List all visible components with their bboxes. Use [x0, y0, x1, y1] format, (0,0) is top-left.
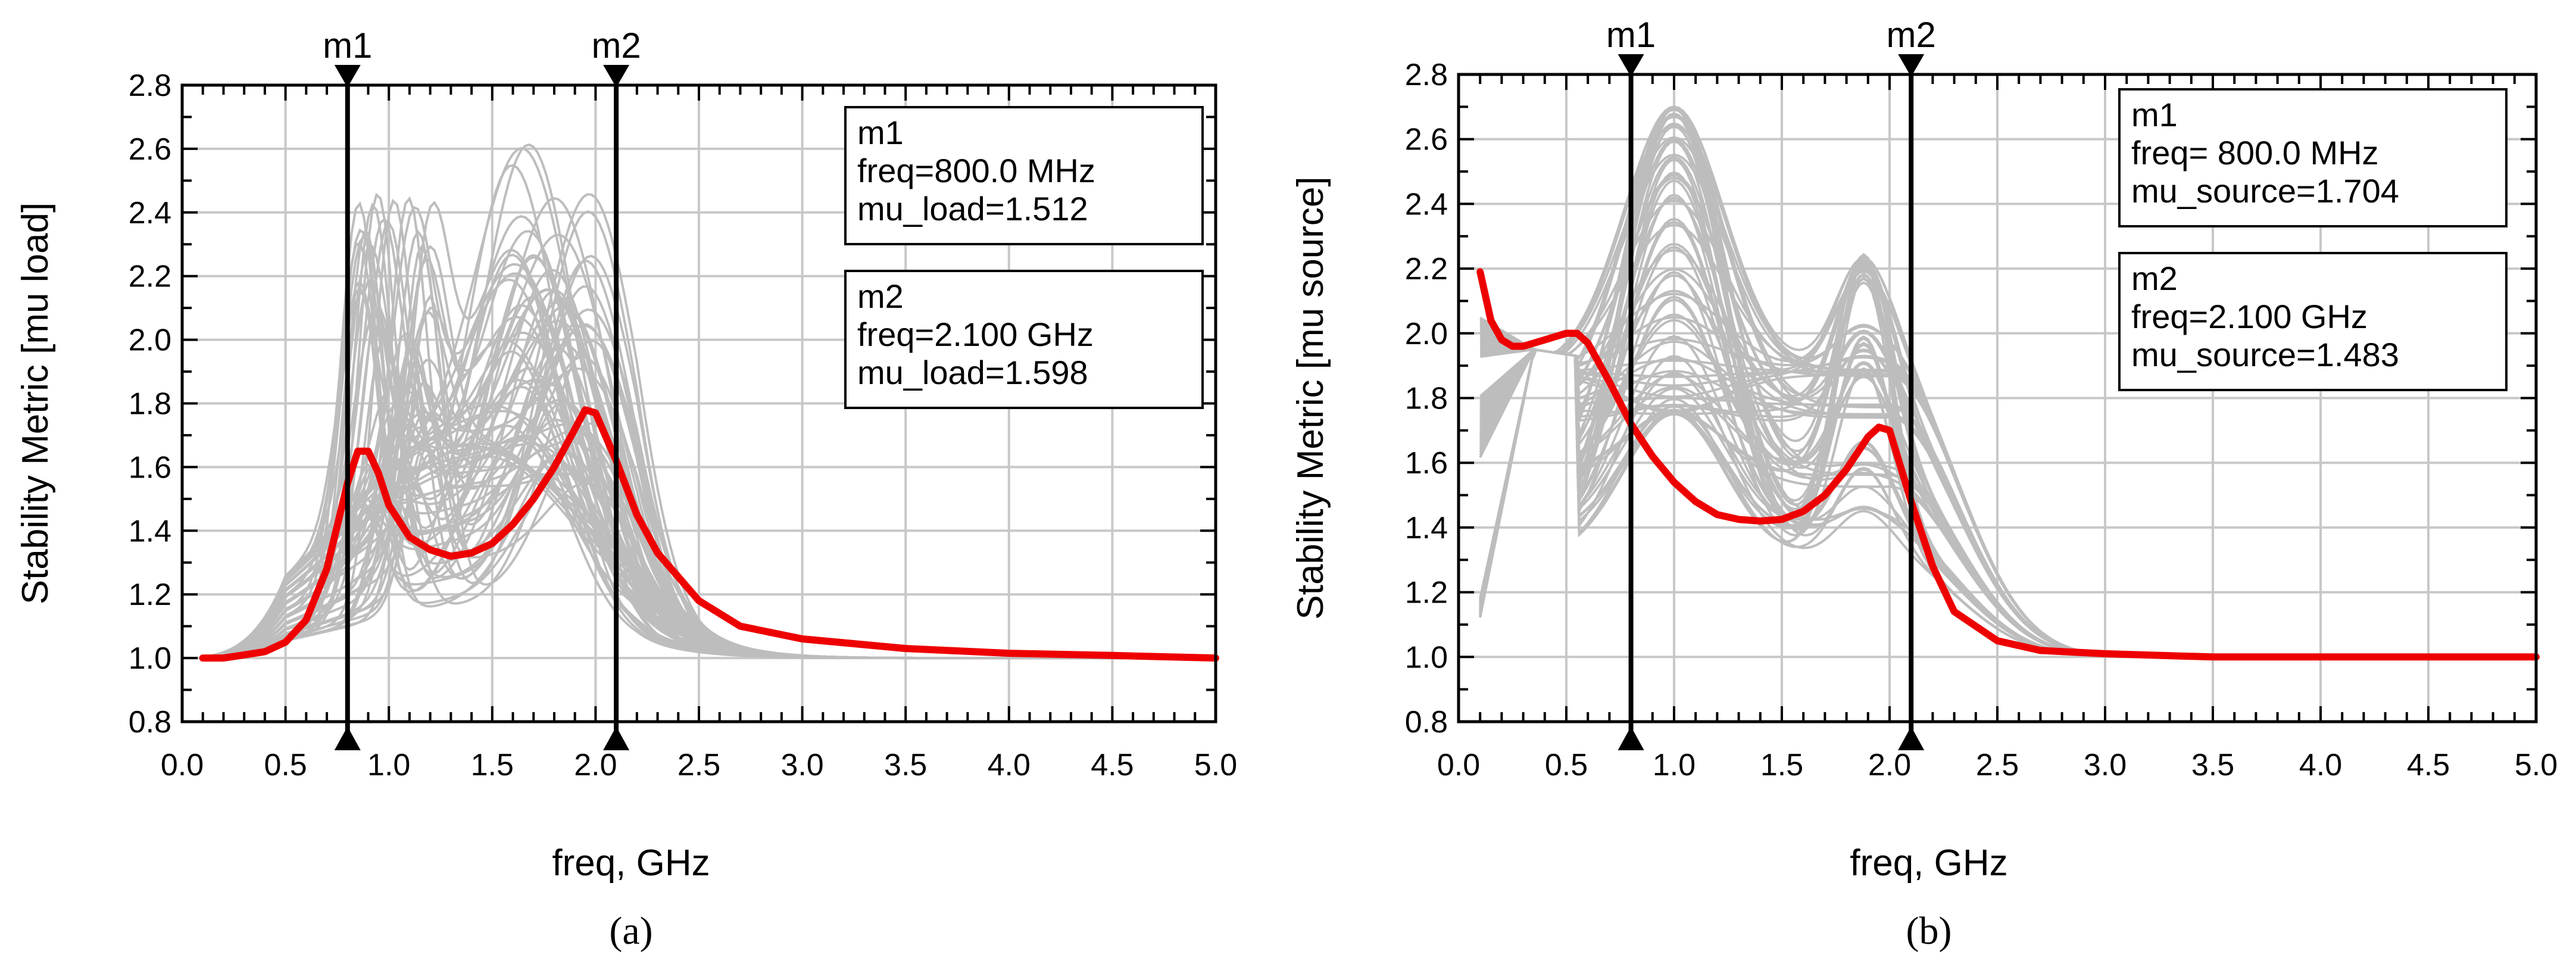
chart-panel-a: 0.0 0.5 1.0 1.5 2.0 2.5 3.0 3.5 4.0 4.5 5.0 0.8 1.0 1…	[15, 26, 1237, 953]
x-axis-title: freq, GHz	[552, 843, 710, 884]
y-tick-label: 0.8	[129, 705, 171, 740]
nominal-series-line	[199, 406, 1219, 662]
y-tick-label: 1.4	[1405, 511, 1448, 545]
y-tick-label: 1.2	[1405, 576, 1448, 610]
x-tick-label: 4.5	[1091, 748, 1134, 782]
y-tick-label: 2.4	[1405, 187, 1448, 222]
y-tick-label: 1.2	[129, 578, 171, 612]
x-tick-label: 2.5	[1976, 748, 2019, 782]
x-tick-label: 1.0	[1653, 748, 1696, 782]
marker-name: m1	[1606, 15, 1656, 55]
marker-readout-line: mu_source=1.704	[2131, 172, 2399, 210]
marker-readout-line: m1	[2131, 96, 2178, 133]
monte-carlo-curve	[202, 410, 1216, 660]
marker-name: m2	[591, 26, 641, 65]
marker-triangle-down-icon	[603, 65, 630, 88]
marker-readout-line: freq= 800.0 MHz	[2131, 134, 2379, 171]
marker-name: m1	[323, 26, 372, 65]
monte-carlo-curve	[202, 411, 1216, 660]
x-tick-label: 1.5	[1760, 748, 1803, 782]
y-tick-label: 1.8	[129, 387, 171, 422]
y-tick-label: 2.8	[1405, 58, 1448, 92]
marker-readout-line: mu_load=1.512	[857, 190, 1088, 227]
marker-triangle-up-icon	[1618, 726, 1644, 750]
y-tick-label: 1.0	[1405, 640, 1448, 675]
x-tick-label: 0.5	[264, 748, 307, 782]
x-tick-label: 2.0	[574, 748, 617, 782]
monte-carlo-curves	[202, 143, 1216, 660]
marker-readout-line: mu_load=1.598	[857, 354, 1088, 391]
x-tick-label: 0.5	[1545, 748, 1588, 782]
marker-readout-line: freq=800.0 MHz	[857, 152, 1095, 189]
nominal-series-line	[1476, 268, 2540, 661]
y-tick-label: 2.2	[129, 260, 171, 294]
x-tick-label: 5.0	[1194, 748, 1237, 782]
marker-readout-box	[2118, 252, 2508, 391]
marker-triangle-down-icon	[334, 65, 361, 88]
y-tick-label: 1.0	[129, 641, 171, 676]
x-tick-label: 4.0	[988, 748, 1031, 782]
monte-carlo-curve	[1479, 348, 2536, 659]
plot-frame	[1457, 73, 2538, 723]
x-tick-label: 4.0	[2299, 748, 2342, 782]
y-tick-label: 2.8	[129, 68, 171, 103]
marker-readout-box	[844, 106, 1204, 245]
x-tick-label: 3.0	[2084, 748, 2127, 782]
x-axis-title: freq, GHz	[1850, 843, 2007, 884]
x-tick-label: 5.0	[2515, 748, 2558, 782]
y-tick-label: 1.8	[1405, 382, 1448, 416]
marker-triangle-up-icon	[334, 726, 361, 750]
y-tick-label: 1.4	[129, 514, 171, 548]
marker-name: m2	[1887, 15, 1936, 55]
x-tick-label: 3.0	[780, 748, 823, 782]
x-tick-label: 0.0	[161, 748, 204, 782]
marker-readout-line: mu_source=1.483	[2131, 336, 2399, 373]
marker-triangle-up-icon	[603, 726, 630, 750]
x-tick-label: 2.0	[1868, 748, 1911, 782]
y-tick-label: 2.6	[129, 132, 171, 167]
marker-triangle-down-icon	[1618, 54, 1644, 77]
marker-readout-line: m2	[2131, 260, 2178, 297]
y-tick-label: 2.0	[1405, 317, 1448, 351]
x-tick-label: 3.5	[884, 748, 927, 782]
y-tick-label: 1.6	[129, 450, 171, 485]
y-tick-label: 0.8	[1405, 705, 1448, 740]
y-tick-label: 1.6	[1405, 446, 1448, 481]
marker-triangle-up-icon	[1898, 726, 1925, 750]
x-tick-label: 2.5	[677, 748, 720, 782]
y-tick-label: 2.0	[129, 323, 171, 358]
panel-label: (b)	[1906, 909, 1952, 953]
panel-label: (a)	[609, 909, 652, 953]
x-tick-label: 3.5	[2191, 748, 2234, 782]
y-tick-label: 2.6	[1405, 123, 1448, 157]
x-tick-label: 1.5	[471, 748, 514, 782]
marker-readout-box	[2118, 88, 2508, 227]
x-tick-label: 4.5	[2407, 748, 2450, 782]
marker-triangle-down-icon	[1898, 54, 1925, 77]
y-axis-title: Stability Metric [mu source]	[1290, 176, 1331, 619]
plot-frame	[180, 83, 1217, 723]
y-axis-title: Stability Metric [mu load]	[15, 202, 56, 604]
marker-readout-line: freq=2.100 GHz	[857, 316, 1094, 353]
y-tick-label: 2.2	[1405, 252, 1448, 286]
marker-readout-line: m1	[857, 114, 904, 151]
marker-readout-line: freq=2.100 GHz	[2131, 298, 2368, 335]
x-tick-label: 0.0	[1437, 748, 1480, 782]
monte-carlo-curve	[202, 146, 1216, 660]
chart-panel-b: 0.0 0.5 1.0 1.5 2.0 2.5 3.0 3.5 4.0 4.5 5.0 0.8 1.0 1…	[1290, 15, 2558, 953]
y-tick-label: 2.4	[129, 196, 171, 230]
x-tick-label: 1.0	[367, 748, 410, 782]
marker-readout-box	[844, 270, 1204, 409]
marker-readout-line: m2	[857, 277, 904, 315]
